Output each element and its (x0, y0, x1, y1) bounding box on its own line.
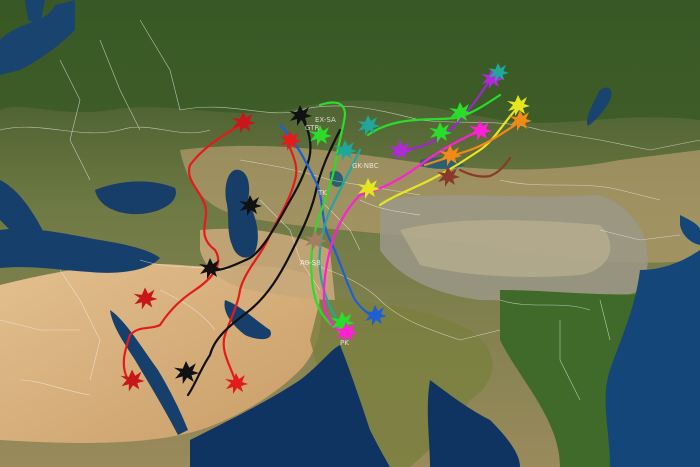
baltic-sea (0, 0, 75, 75)
lake-baikal (586, 87, 612, 126)
track-brown[interactable] (458, 156, 512, 178)
caspian-sea (225, 169, 258, 258)
map-label: GTR (305, 124, 319, 132)
mediterranean-sea (0, 228, 160, 273)
migration-tracks (122, 78, 522, 397)
adriatic (0, 180, 45, 240)
persian-gulf (224, 300, 271, 340)
track-green-east[interactable] (366, 93, 502, 137)
track-orange[interactable] (423, 123, 517, 167)
track-yellow[interactable] (378, 103, 522, 207)
track-violet[interactable] (398, 78, 492, 152)
red-sea (110, 310, 188, 435)
bay-of-bengal (427, 380, 520, 467)
map-label: GK-NBC (352, 162, 379, 170)
track-black-west[interactable] (208, 113, 312, 272)
black-sea (95, 181, 176, 215)
pacific-ocean (605, 250, 700, 467)
track-blue-mid[interactable] (278, 123, 377, 320)
map-label: EX-SA (315, 116, 336, 124)
map-label: PK (340, 339, 349, 347)
track-green-mid[interactable] (310, 101, 347, 332)
map-label: TK (317, 189, 327, 197)
yellow-sea (680, 215, 700, 245)
forest-region (0, 0, 700, 123)
map-labels: GTR EX-SA GK-NBC TK A0-S8 PK (300, 116, 379, 347)
map-label: A0-S8 (300, 259, 321, 267)
baltic-gulf (25, 0, 45, 25)
track-magenta[interactable] (322, 128, 482, 337)
track-red-east[interactable] (222, 133, 298, 382)
taklamakan (400, 220, 611, 277)
arabian-sea (190, 345, 390, 467)
